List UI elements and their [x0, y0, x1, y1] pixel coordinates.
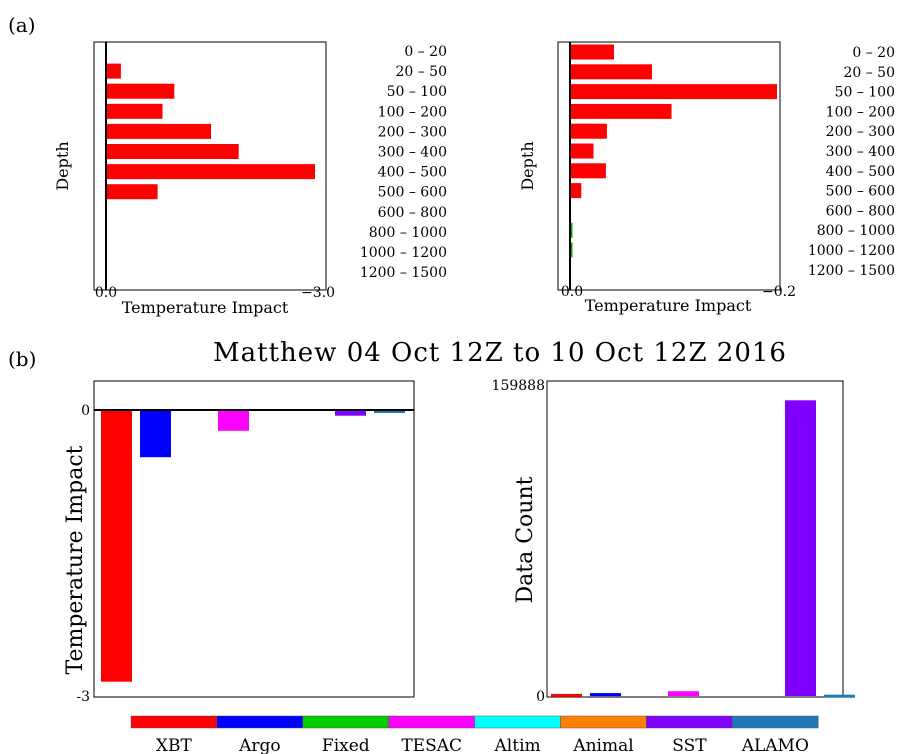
x-tick-label-0-left: 0.0: [95, 285, 117, 301]
x-axis-label-right: Temperature Impact: [585, 296, 752, 315]
y-axis-label-right: Depth: [518, 141, 537, 190]
platform-bar-tesac: [218, 410, 249, 431]
depth-bar: [107, 103, 163, 119]
depth-bar: [571, 242, 573, 258]
depth-bar: [571, 64, 652, 80]
y-tick-label-0-count: 159888: [492, 378, 545, 394]
depth-bar: [107, 184, 158, 200]
legend-swatch-altim: [474, 715, 561, 729]
depth-bin-label: 1200 – 1500: [808, 263, 895, 279]
legend-label-xbt: XBT: [156, 736, 193, 754]
depth-bin-label: 300 – 400: [378, 145, 447, 161]
depth-bar: [107, 63, 121, 79]
legend-label-fixed: Fixed: [322, 736, 370, 754]
depth-bin-label: 800 – 1000: [817, 223, 895, 239]
depth-bin-label: 400 – 500: [826, 164, 895, 180]
legend-label-altim: Altim: [494, 736, 541, 754]
depth-bin-label: 200 – 300: [378, 124, 447, 140]
y-tick-label-0-impact: 0: [81, 403, 90, 419]
panel-label-b: (b): [8, 347, 36, 371]
depth-bin-label: 400 – 500: [378, 165, 447, 181]
plot-frame-right: [557, 41, 781, 291]
y-tick-label-1-impact: -3: [76, 689, 90, 705]
depth-bar: [571, 103, 672, 119]
depth-bin-label: 50 – 100: [835, 85, 895, 101]
depth-bar: [107, 144, 239, 159]
depth-bin-label: 20 – 50: [843, 65, 895, 81]
depth-bar: [107, 164, 315, 180]
x-tick-label-1-right: −0.2: [762, 284, 796, 300]
legend-label-argo: Argo: [238, 736, 281, 754]
depth-bar: [571, 123, 607, 139]
depth-impact-chart-left: Depth Temperature Impact 0.0 −3.0 0 – 20…: [53, 41, 447, 317]
platform-bar-argo: [590, 693, 621, 697]
platform-bar-tesac: [668, 691, 699, 696]
depth-bin-label: 50 – 100: [387, 84, 447, 100]
platform-bar-xbt: [101, 410, 132, 682]
depth-bar: [571, 143, 594, 159]
legend-swatch-alamo: [732, 715, 819, 729]
legend: XBT Argo Fixed TESAC Altim Animal SST ALAMO: [130, 715, 819, 754]
depth-bar: [571, 222, 573, 238]
depth-bar: [107, 123, 211, 139]
legend-swatch-sst: [646, 715, 733, 729]
platform-bar-xbt: [551, 693, 582, 697]
legend-label-animal: Animal: [572, 736, 633, 754]
depth-bin-label: 1000 – 1200: [360, 245, 447, 261]
legend-label-tesac: TESAC: [401, 736, 462, 754]
x-tick-label-0-right: 0.0: [561, 284, 583, 300]
y-axis-label-left: Depth: [53, 141, 72, 190]
depth-bin-label: 200 – 300: [826, 124, 895, 140]
y-axis-label-count: Data Count: [513, 476, 538, 603]
legend-swatch-argo: [216, 715, 304, 729]
depth-bar: [571, 84, 777, 100]
y-axis-label-impact: Temperature Impact: [63, 445, 88, 674]
legend-label-sst: SST: [672, 736, 707, 754]
platform-bar-alamo: [374, 410, 405, 413]
x-tick-label-1-left: −3.0: [301, 285, 335, 301]
depth-bin-label: 500 – 600: [378, 185, 447, 201]
depth-bin-label: 0 – 20: [852, 45, 895, 61]
depth-bin-label: 1200 – 1500: [360, 265, 447, 281]
depth-bin-label: 800 – 1000: [369, 225, 447, 241]
platform-bar-sst: [785, 400, 816, 696]
depth-bar: [107, 83, 175, 99]
depth-bar: [571, 163, 606, 179]
platform-bar-alamo: [824, 694, 855, 698]
depth-bin-label: 600 – 800: [826, 203, 895, 219]
platform-impact-chart: Temperature Impact 0 -3: [63, 380, 415, 705]
legend-swatch-fixed: [302, 715, 389, 729]
depth-bin-label: 20 – 50: [395, 64, 447, 80]
depth-bin-label: 300 – 400: [826, 144, 895, 160]
legend-swatch-tesac: [388, 715, 475, 729]
depth-bar: [571, 44, 614, 60]
depth-bin-label: 500 – 600: [826, 184, 895, 200]
depth-bin-label: 100 – 200: [826, 104, 895, 120]
depth-bin-label: 600 – 800: [378, 205, 447, 221]
y-tick-label-1-count: 0: [536, 689, 545, 705]
panel-label-a: (a): [8, 13, 36, 37]
figure-title: Matthew 04 Oct 12Z to 10 Oct 12Z 2016: [213, 338, 787, 368]
depth-bin-label: 1000 – 1200: [808, 243, 895, 259]
legend-swatch-animal: [560, 715, 647, 729]
platform-bar-argo: [140, 410, 171, 458]
depth-impact-chart-right: Depth Temperature Impact 0.0 −0.2 0 – 20…: [518, 41, 895, 315]
depth-bin-label: 0 – 20: [404, 44, 447, 60]
data-count-chart: Data Count 159888 0: [492, 378, 855, 705]
legend-label-alamo: ALAMO: [741, 736, 809, 754]
platform-bar-sst: [335, 410, 366, 416]
legend-swatch-xbt: [130, 715, 218, 729]
depth-bin-label: 100 – 200: [378, 104, 447, 120]
x-axis-label-left: Temperature Impact: [122, 298, 289, 317]
depth-bar: [571, 183, 582, 199]
